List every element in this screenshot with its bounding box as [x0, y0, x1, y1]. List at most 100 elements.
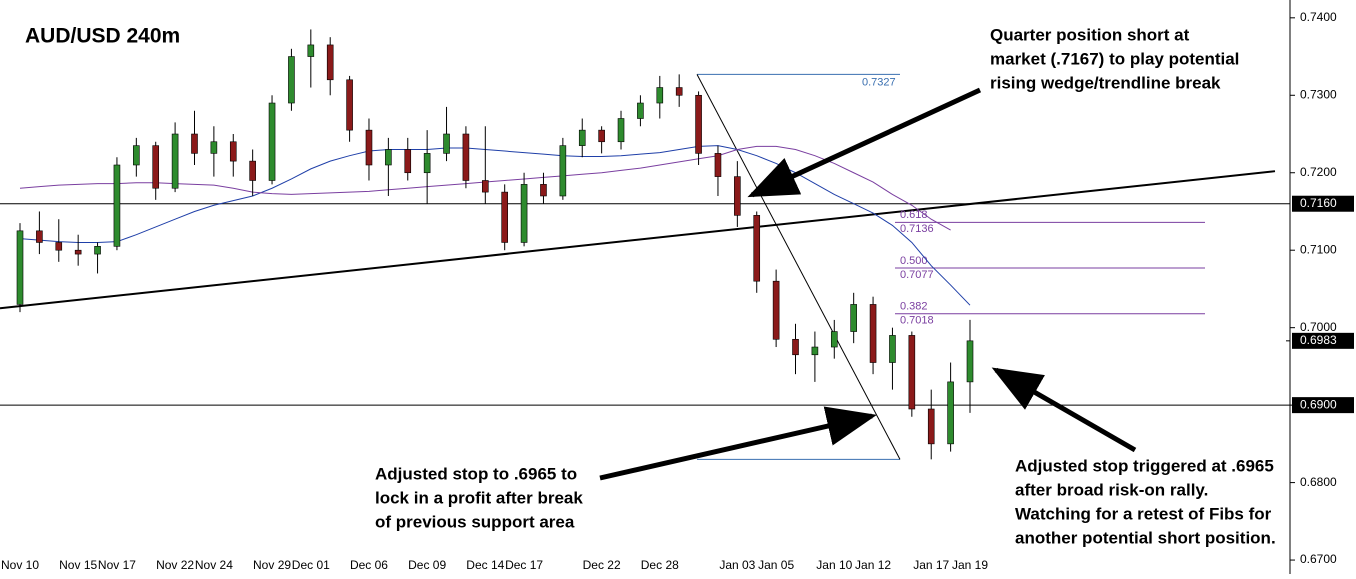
candle-body	[404, 149, 412, 174]
level-label: 0.6900	[1300, 397, 1337, 411]
level-box	[1292, 195, 1354, 212]
candle-body	[714, 153, 722, 177]
fib-diagonal	[696, 74, 901, 460]
candle-body	[927, 408, 935, 445]
x-tick-label: Jan 12	[855, 558, 891, 572]
candle-body	[326, 44, 334, 81]
candle-body	[74, 249, 82, 255]
candle-body	[520, 184, 528, 243]
x-tick-label: Dec 09	[408, 558, 446, 572]
candle-body	[656, 87, 664, 104]
candle-body	[423, 153, 431, 174]
candle-body	[171, 133, 179, 189]
annotation: rising wedge/trendline break	[990, 73, 1221, 92]
candle-body	[772, 280, 780, 340]
candle-body	[133, 145, 140, 166]
annotation: Adjusted stop to .6965 to	[375, 464, 577, 483]
annotation: market (.7167) to play potential	[990, 49, 1239, 68]
candle-body	[637, 102, 644, 119]
x-tick-label: Dec 17	[505, 558, 543, 572]
candle-body	[869, 304, 877, 363]
annotation: lock in a profit after break	[375, 488, 583, 507]
candle-body	[811, 346, 819, 356]
y-tick-label: 0.7300	[1300, 87, 1337, 101]
candle-body	[113, 164, 121, 247]
annotation: Adjusted stop triggered at .6965	[1015, 456, 1274, 475]
candle-body	[559, 145, 567, 197]
candle-body	[695, 94, 702, 154]
fib-ratio: 0.382	[900, 301, 928, 313]
candle-body	[36, 230, 43, 243]
annotation: another potential short position.	[1015, 528, 1276, 547]
x-tick-label: Jan 17	[913, 558, 949, 572]
annotation: of previous support area	[375, 512, 575, 531]
candle-body	[365, 129, 373, 166]
candle-body	[578, 129, 586, 146]
last-price-label: 0.6983	[1300, 333, 1337, 347]
candle-body	[191, 133, 198, 154]
fib-ratio: 0.500	[900, 255, 928, 267]
fib-price: 0.7018	[900, 315, 934, 327]
arrow	[747, 87, 982, 198]
x-tick-label: Jan 10	[816, 558, 852, 572]
level-box	[1292, 397, 1354, 414]
x-tick-label: Nov 29	[253, 558, 291, 572]
candle-body	[617, 118, 625, 143]
x-tick-label: Nov 24	[195, 558, 233, 572]
level-label: 0.7160	[1300, 196, 1337, 210]
candle-body	[385, 149, 392, 166]
x-tick-label: Dec 01	[292, 558, 330, 572]
candle-body	[792, 338, 799, 356]
y-tick-label: 0.7200	[1300, 165, 1337, 179]
x-tick-label: Nov 10	[1, 558, 39, 572]
y-tick-label: 0.7400	[1300, 10, 1337, 24]
plot: 0.7400 0.7300 0.7200 0.7100 0.7000 0.6900 0.68…	[0, 10, 1354, 572]
candle-body	[598, 129, 605, 143]
x-tick-label: Jan 05	[758, 558, 794, 572]
candle-body	[346, 79, 353, 131]
candle-body	[152, 145, 160, 189]
candle-body	[889, 335, 896, 363]
candle-body	[830, 331, 838, 348]
candle-body	[540, 184, 547, 197]
candle-body	[249, 160, 256, 181]
chart-title: AUD/USD 240m	[25, 25, 180, 48]
x-tick-label: Jan 03	[719, 558, 755, 572]
annotation: after broad risk-on rally.	[1015, 480, 1208, 499]
candle-body	[288, 56, 295, 104]
y-tick-label: 0.6800	[1300, 475, 1337, 489]
candle-body	[501, 191, 508, 243]
candle-body	[229, 141, 237, 162]
candle-body	[55, 242, 63, 251]
y-tick-label: 0.7000	[1300, 320, 1337, 334]
candle-body	[210, 141, 218, 154]
candle-body	[268, 102, 276, 181]
x-tick-label: Dec 06	[350, 558, 388, 572]
x-tick-label: Jan 19	[952, 558, 988, 572]
candle-body	[482, 180, 489, 193]
candle-body	[462, 133, 470, 181]
candle-body	[947, 381, 954, 445]
x-tick-label: Dec 28	[641, 558, 679, 572]
fib-price: 0.7136	[900, 223, 934, 235]
x-tick-label: Dec 14	[466, 558, 504, 572]
fib-price: 0.7077	[900, 269, 934, 281]
candle-body	[908, 335, 916, 410]
y-tick-label: 0.6700	[1300, 552, 1337, 566]
x-tick-label: Nov 22	[156, 558, 194, 572]
candle-body	[16, 230, 24, 305]
annotation: Quarter position short at	[990, 25, 1190, 44]
arrow	[991, 367, 1137, 453]
x-tick-label: Dec 22	[583, 558, 621, 572]
candle-body	[850, 304, 857, 332]
last-price-box	[1292, 332, 1354, 349]
arrow	[599, 406, 877, 481]
candle-body	[307, 44, 315, 57]
candle-body	[966, 340, 974, 383]
fib-ratio: 0.618	[900, 209, 928, 221]
y-tick-label: 0.7100	[1300, 242, 1337, 256]
candle-body	[753, 215, 761, 282]
x-tick-label: Nov 17	[98, 558, 136, 572]
annotation: Watching for a retest of Fibs for	[1015, 504, 1272, 523]
